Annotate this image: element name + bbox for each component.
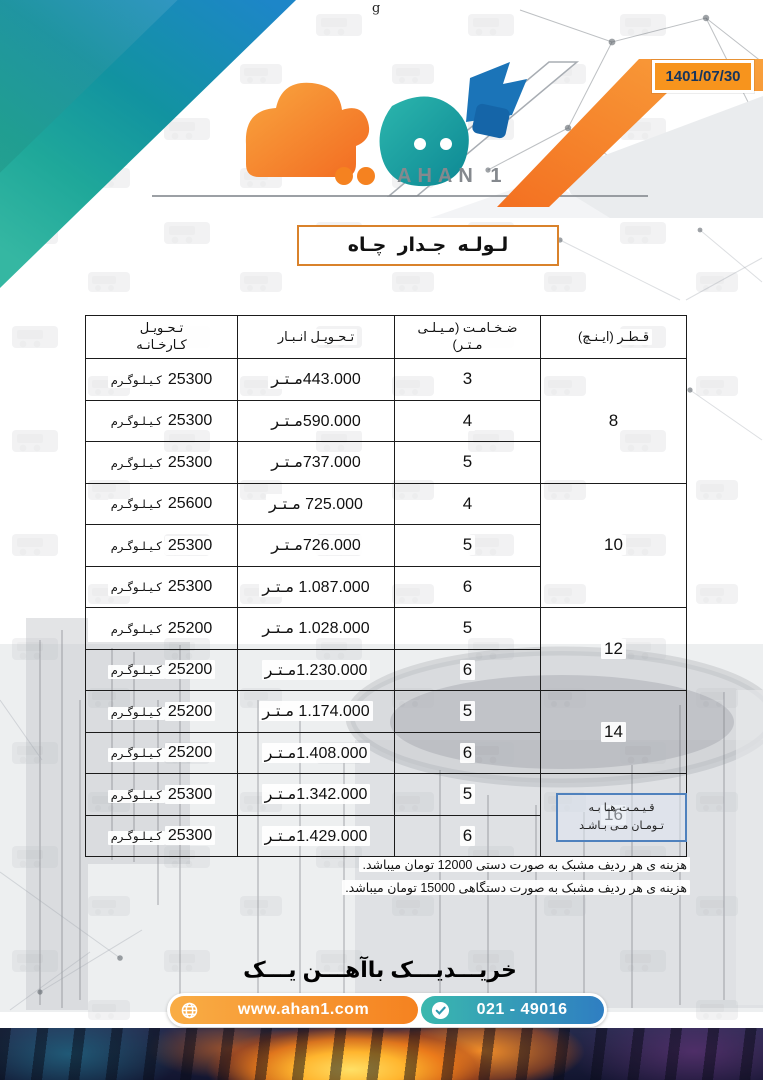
col-header-warehouse: تـحـویـل انـبـار	[237, 315, 395, 359]
col-header-diameter: قـطـر (ایـنـچ)	[540, 315, 687, 359]
warehouse-cell: 1.087.000 مـتـر	[237, 565, 395, 608]
warehouse-cell: 590.000مـتـر	[237, 399, 395, 442]
date-text: 1401/07/30	[665, 68, 741, 85]
thickness-cell: 5	[394, 441, 541, 484]
footnote: هزینه ی هر ردیف مشبک به صورت دستگاهی 150…	[290, 880, 690, 895]
phone-label: 021 - 49016	[476, 1001, 568, 1018]
table-row: 6 1.087.000 مـتـر 25300کـیـلـوگـرم	[85, 565, 687, 608]
table-header-row: قـطـر (ایـنـچ) ضـخـامـت (مـیـلـی مـتـر) …	[85, 315, 687, 359]
col-header-factory: تـحـویـل کـارخـانـه	[85, 315, 238, 359]
factory-cell: 25300کـیـلـوگـرم	[85, 399, 238, 442]
warehouse-cell: 1.230.000مـتـر	[237, 648, 395, 691]
thickness-cell: 6	[394, 565, 541, 608]
thickness-cell: 3	[394, 358, 541, 401]
table-row: 4 590.000مـتـر 25300کـیـلـوگـرم	[85, 399, 687, 442]
factory-cell: 25200کـیـلـوگـرم	[85, 690, 238, 733]
factory-cell: 25300کـیـلـوگـرم	[85, 441, 238, 484]
warehouse-cell: 443.000مـتـر	[237, 358, 395, 401]
thickness-cell: 4	[394, 482, 541, 525]
price-unit-note: قـیـمـت هـا بـه تـومـان مـی بـاشـد	[556, 793, 687, 842]
col-header-thickness: ضـخـامـت (مـیـلـی مـتـر)	[394, 315, 541, 359]
factory-cell: 25200کـیـلـوگـرم	[85, 607, 238, 650]
check-icon	[432, 1001, 450, 1019]
diameter-cell: 14	[540, 690, 687, 774]
price-unit-note-line1: قـیـمـت هـا بـه	[588, 801, 655, 814]
factory-cell: 25300کـیـلـوگـرم	[85, 524, 238, 567]
warehouse-cell: 726.000مـتـر	[237, 524, 395, 567]
factory-cell: 25300کـیـلـوگـرم	[85, 773, 238, 816]
table-row: 12 5 1.028.000 مـتـر 25200کـیـلـوگـرم	[85, 607, 687, 691]
warehouse-cell: 1.408.000مـتـر	[237, 731, 395, 774]
thickness-cell: 5	[394, 690, 541, 733]
factory-cell: 25200کـیـلـوگـرم	[85, 648, 238, 691]
factory-cell: 25300کـیـلـوگـرم	[85, 814, 238, 857]
factory-cell: 25600کـیـلـوگـرم	[85, 482, 238, 525]
warehouse-cell: 1.174.000 مـتـر	[237, 690, 395, 733]
diameter-cell: 10	[540, 482, 687, 608]
table-row: 6 1.429.000مـتـر 25300کـیـلـوگـرم	[85, 814, 687, 857]
thickness-cell: 6	[394, 731, 541, 774]
ahan1-logo	[245, 62, 527, 187]
warehouse-cell: 1.028.000 مـتـر	[237, 607, 395, 650]
thickness-cell: 5	[394, 607, 541, 650]
date-badge: 1401/07/30	[652, 60, 754, 93]
table-row: 10 4 725.000 مـتـر 25600کـیـلـوگـرم	[85, 482, 687, 608]
thickness-cell: 6	[394, 648, 541, 691]
website-pill[interactable]: www.ahan1.com	[170, 996, 419, 1024]
table-row: 14 5 1.174.000 مـتـر 25200کـیـلـوگـرم	[85, 690, 687, 774]
table-row: 6 1.408.000مـتـر 25200کـیـلـوگـرم	[85, 731, 687, 774]
contact-bar: www.ahan1.com 021 - 49016	[167, 993, 607, 1027]
factory-cell: 25300کـیـلـوگـرم	[85, 358, 238, 401]
thickness-cell: 5	[394, 773, 541, 816]
foundry-photo	[0, 1028, 763, 1080]
page-title: لـولـه جـدار چـاه	[297, 225, 559, 266]
warehouse-cell: 1.429.000مـتـر	[237, 814, 395, 857]
tagline: خریـــدیـــک باآهـــن یـــک	[243, 957, 517, 982]
factory-cell: 25200کـیـلـوگـرم	[85, 731, 238, 774]
warehouse-cell: 725.000 مـتـر	[237, 482, 395, 525]
footnote: هزینه ی هر ردیف مشبک به صورت دستی 12000 …	[290, 857, 690, 872]
diameter-cell: 8	[540, 358, 687, 484]
factory-cell: 25300کـیـلـوگـرم	[85, 565, 238, 608]
warehouse-cell: 737.000مـتـر	[237, 441, 395, 484]
warehouse-cell: 1.342.000مـتـر	[237, 773, 395, 816]
globe-icon	[181, 1002, 198, 1018]
price-table: قـطـر (ایـنـچ) ضـخـامـت (مـیـلـی مـتـر) …	[85, 315, 687, 857]
table-row: 8 3 443.000مـتـر 25300کـیـلـوگـرم	[85, 358, 687, 484]
thickness-cell: 6	[394, 814, 541, 857]
thickness-cell: 5	[394, 524, 541, 567]
price-unit-note-line2: تـومـان مـی بـاشـد	[579, 819, 664, 832]
website-label: www.ahan1.com	[237, 1001, 370, 1018]
stray-character: g	[372, 1, 381, 16]
footnotes: هزینه ی هر ردیف مشبک به صورت دستی 12000 …	[290, 857, 690, 903]
phone-pill[interactable]: 021 - 49016	[421, 996, 604, 1024]
thickness-cell: 4	[394, 399, 541, 442]
logo-caption: AHAN 1	[397, 165, 508, 187]
diameter-cell: 12	[540, 607, 687, 691]
table-row: 16 5 1.342.000مـتـر 25300کـیـلـوگـرم	[85, 773, 687, 857]
